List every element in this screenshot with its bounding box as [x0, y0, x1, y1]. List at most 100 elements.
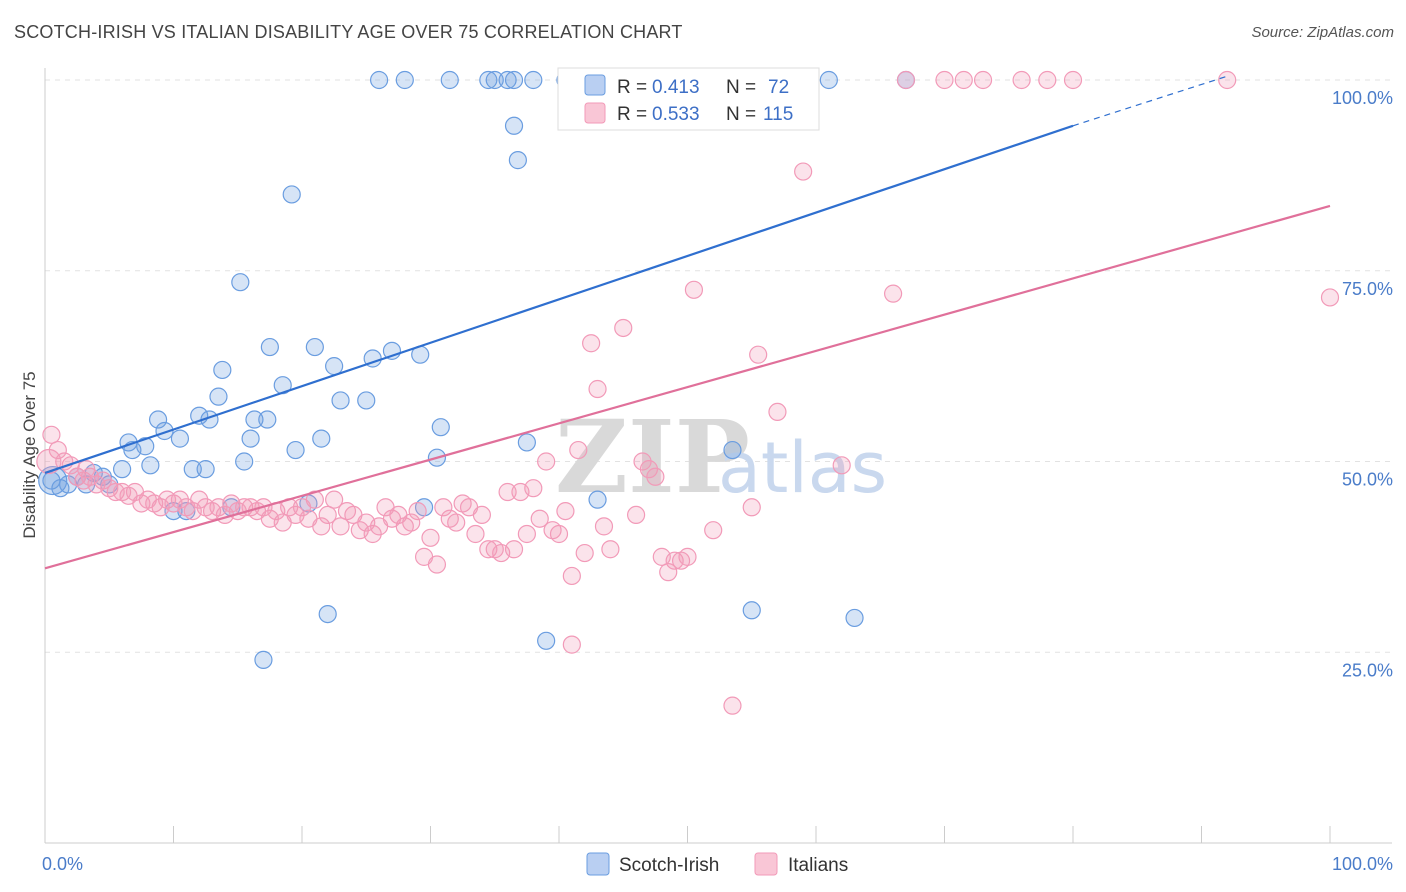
point-scotch-irish-66	[845, 608, 864, 628]
point-italians-111	[1038, 70, 1057, 90]
point-italians-65	[466, 524, 485, 544]
point-italians-97	[684, 280, 704, 299]
point-italians-113	[1218, 70, 1237, 90]
legend-n-label-1: N =	[726, 77, 756, 98]
x-tick-labels: 0.0% 100.0%	[42, 854, 1393, 874]
point-italians-84	[588, 379, 607, 399]
point-italians-115	[93, 471, 112, 490]
point-italians-62	[447, 513, 466, 532]
point-italians-70	[498, 482, 517, 502]
point-italians-106	[896, 70, 916, 90]
point-italians-90	[639, 460, 659, 479]
point-scotch-irish-55	[504, 70, 524, 90]
point-scotch-irish-29	[254, 650, 273, 669]
point-scotch-irish-51	[479, 70, 498, 90]
point-italians-78	[549, 524, 569, 544]
trend-line-scotch-irish	[44, 124, 1074, 474]
y-tick-label-2: 75.0%	[1342, 279, 1393, 299]
point-italians-cluster	[36, 448, 62, 475]
point-italians-56	[408, 501, 427, 521]
watermark: ZIP atlas	[555, 398, 887, 516]
point-scotch-irish-53	[498, 70, 517, 90]
point-italians-60	[434, 498, 453, 517]
legend-swatch-italians	[584, 102, 606, 124]
point-italians-73	[517, 524, 536, 544]
point-scotch-irish-31	[260, 337, 279, 357]
point-scotch-irish-39	[325, 357, 344, 376]
y-tick-label-3: 100.0%	[1332, 88, 1393, 108]
legend-n-label-2: N =	[726, 104, 756, 125]
legend-r-label-2: R =	[617, 104, 647, 125]
point-scotch-irish-65	[819, 70, 838, 90]
point-italians-110	[1012, 70, 1031, 90]
point-italians-22	[190, 490, 209, 509]
point-italians-99	[723, 696, 742, 715]
point-scotch-irish-15	[170, 429, 190, 448]
legend-n-value-2: 115	[763, 104, 793, 125]
point-scotch-irish-18	[183, 460, 202, 479]
point-scotch-irish-45	[395, 70, 414, 90]
point-italians-49	[363, 524, 382, 544]
y-tick-label-1: 50.0%	[1342, 470, 1393, 490]
point-italians-81	[569, 440, 588, 460]
point-italians-117	[562, 635, 581, 654]
point-scotch-irish-64	[742, 601, 761, 620]
legend-n-value-1: 72	[768, 77, 789, 98]
point-italians-101	[749, 345, 768, 364]
legend-swatch-scotch-irish	[584, 74, 606, 96]
point-italians-59	[427, 555, 447, 574]
x-tick-label-end: 100.0%	[1332, 854, 1393, 874]
point-scotch-irish-13	[148, 410, 168, 429]
point-italians-109	[973, 70, 993, 90]
point-scotch-irish-38	[318, 604, 337, 624]
point-scotch-irish-40	[331, 391, 350, 410]
point-scotch-irish-33	[282, 185, 301, 204]
point-italians-44	[331, 517, 350, 536]
correlation-legend: R = 0.413 N = 72 R = 0.533 N = 115	[557, 67, 820, 131]
point-scotch-irish-11	[136, 437, 155, 456]
point-scotch-irish-56	[508, 151, 527, 170]
watermark-zip: ZIP	[555, 398, 750, 516]
point-italians-66	[472, 505, 491, 525]
bottom-legend-italians: Italians	[788, 855, 848, 876]
point-italians-79	[556, 501, 575, 521]
point-italians-76	[537, 452, 556, 471]
point-scotch-irish-27	[241, 429, 260, 448]
point-scotch-irish-6	[93, 467, 112, 486]
point-scotch-irish-49	[431, 418, 450, 437]
point-italians-83	[582, 334, 601, 353]
point-scotch-irish-58	[524, 70, 543, 90]
point-scotch-irish-28	[245, 410, 264, 429]
gridlines	[45, 79, 1392, 653]
point-scotch-irish-54	[504, 116, 524, 135]
point-italians-86	[601, 540, 620, 559]
point-scotch-irish-41	[357, 391, 376, 410]
data-points	[36, 70, 1340, 715]
point-italians-112	[1063, 70, 1083, 90]
legend-r-value-1: 0.413	[652, 77, 700, 98]
point-italians-114	[1320, 288, 1340, 307]
legend-r-label-1: R =	[617, 77, 647, 98]
point-italians-71	[504, 540, 524, 559]
point-scotch-irish-36	[305, 337, 324, 357]
point-italians-108	[954, 70, 973, 90]
point-scotch-irish-14	[155, 421, 174, 441]
point-italians-96	[678, 547, 697, 566]
chart-title: SCOTCH-IRISH VS ITALIAN DISABILITY AGE O…	[14, 22, 683, 42]
point-scotch-irish-52	[485, 70, 504, 90]
y-axis-label: Disability Age Over 75	[20, 371, 39, 538]
point-italians-98	[704, 521, 723, 540]
point-italians-85	[594, 517, 614, 536]
trend-lines	[44, 75, 1331, 570]
point-italians-91	[646, 467, 665, 486]
point-italians-19	[170, 490, 190, 509]
point-italians-75	[530, 509, 549, 528]
point-italians-93	[659, 563, 678, 582]
point-italians-116	[77, 460, 96, 479]
point-italians-107	[935, 70, 954, 90]
point-italians-88	[626, 505, 646, 525]
point-italians-103	[794, 162, 813, 181]
point-scotch-irish-20	[196, 460, 215, 479]
axes	[44, 68, 1392, 844]
point-italians-104	[832, 456, 851, 475]
